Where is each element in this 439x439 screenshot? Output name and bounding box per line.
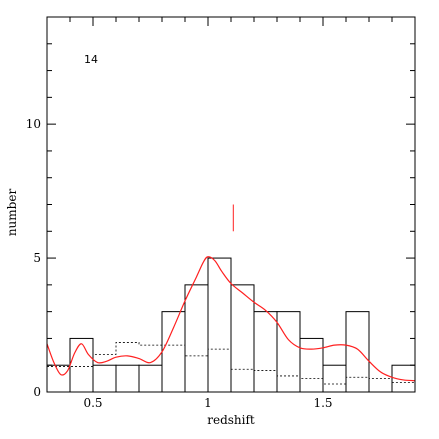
histogram-bar: [46, 364, 71, 393]
x-tick-label: 1: [204, 396, 212, 410]
panel-annotation: 14: [84, 53, 98, 66]
y-tick-label: 5: [33, 251, 41, 265]
histogram-bar: [345, 311, 370, 393]
histogram-bar: [184, 284, 209, 393]
histogram-bar: [276, 311, 301, 393]
x-tick-label: 0.5: [83, 396, 102, 410]
x-axis-label: redshift: [207, 413, 255, 427]
dashed-step-layer: [47, 342, 415, 385]
y-tick-label: 0: [33, 385, 41, 399]
histogram-bar: [299, 337, 324, 393]
y-axis-label: number: [5, 189, 19, 237]
histogram-bar: [69, 337, 94, 393]
histogram-bar: [92, 364, 117, 393]
dashed-step-line: [47, 342, 415, 385]
histogram-bar: [322, 364, 347, 393]
histogram-bar: [161, 311, 186, 393]
histogram-bar: [138, 364, 163, 393]
x-tick-label: 1.5: [313, 396, 332, 410]
smooth-curve-layer: [46, 256, 416, 382]
smoothed-density-curve: [46, 256, 416, 382]
histogram-bar: [230, 284, 255, 393]
y-tick-label: 10: [26, 117, 41, 131]
axes-layer: 0.5 1 1.5 0 5 10: [26, 16, 416, 410]
histogram-bar: [207, 257, 232, 393]
histogram-bar: [115, 364, 140, 393]
histogram-bar: [253, 311, 278, 393]
histogram-layer: [46, 257, 416, 393]
